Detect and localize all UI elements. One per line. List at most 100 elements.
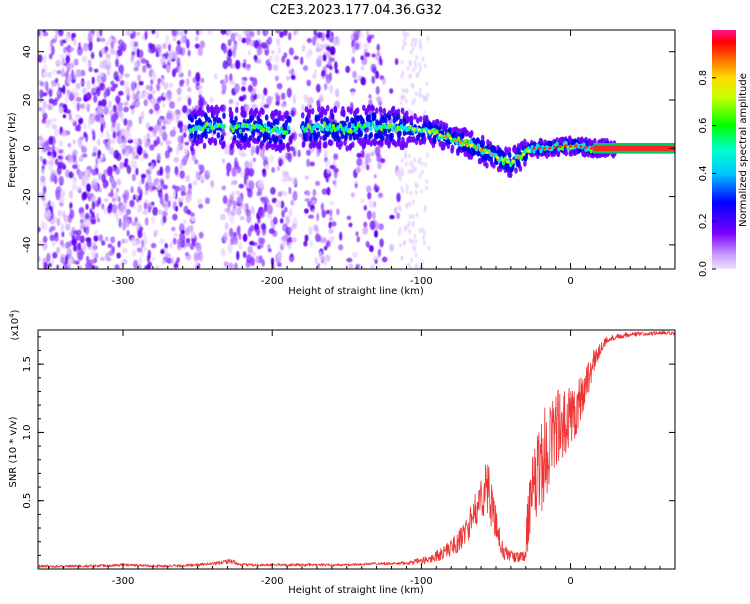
- heatmap-noise-cell: [103, 169, 108, 175]
- heatmap-x-tick-label: -200: [261, 276, 284, 287]
- heatmap-noise-cell: [162, 202, 166, 207]
- heatmap-ridge-halo: [444, 122, 449, 130]
- snr-frame: [37, 329, 676, 570]
- heatmap-noise-cell: [256, 46, 261, 56]
- heatmap-ridge-halo: [202, 142, 207, 149]
- heatmap-noise-cell: [350, 192, 355, 198]
- heatmap-noise-cell: [274, 54, 280, 64]
- heatmap-noise-cell: [232, 48, 236, 58]
- heatmap-noise-cell: [66, 67, 71, 74]
- heatmap-noise-cell: [108, 192, 114, 198]
- heatmap-noise-cell: [145, 182, 150, 191]
- heatmap-noise-cell: [418, 62, 421, 68]
- heatmap-noise-cell: [113, 36, 117, 44]
- heatmap-noise-cell: [356, 236, 360, 243]
- heatmap-noise-cell: [72, 177, 78, 184]
- heatmap-ridge-halo: [560, 136, 565, 143]
- heatmap-noise-cell: [316, 31, 323, 39]
- heatmap-noise-cell: [402, 40, 406, 45]
- heatmap-noise-cell: [183, 132, 187, 138]
- heatmap-noise-cell: [51, 259, 55, 265]
- heatmap-noise-cell: [79, 223, 84, 230]
- heatmap-noise-cell: [138, 116, 142, 125]
- heatmap-noise-cell: [377, 192, 384, 198]
- heatmap-noise-cell: [68, 171, 74, 179]
- heatmap-noise-cell: [91, 169, 97, 176]
- heatmap-ridge-core: [236, 123, 241, 129]
- snr-x-tick-label: -200: [261, 576, 284, 587]
- heatmap-noise-cell: [381, 256, 388, 263]
- heatmap-ridge-peak: [422, 129, 426, 133]
- heatmap-noise-cell: [110, 114, 117, 124]
- heatmap-noise-cell: [162, 130, 167, 141]
- heatmap-noise-cell: [82, 191, 88, 200]
- heatmap-ridge-halo: [274, 109, 279, 116]
- heatmap-noise-cell: [400, 185, 404, 191]
- heatmap-noise-cell: [130, 146, 135, 155]
- heatmap-noise-cell: [176, 146, 180, 156]
- heatmap-ridge-halo: [390, 132, 395, 140]
- heatmap-noise-cell: [259, 237, 266, 245]
- heatmap-noise-cell: [120, 112, 125, 123]
- heatmap-noise-cell: [148, 126, 154, 132]
- heatmap-noise-cell: [257, 179, 264, 188]
- heatmap-noise-cell: [81, 55, 88, 63]
- heatmap-noise-cell: [167, 145, 171, 154]
- heatmap-noise-cell: [277, 251, 282, 261]
- heatmap-noise-cell: [356, 157, 363, 167]
- heatmap-noise-cell: [78, 170, 84, 180]
- heatmap-noise-cell: [190, 231, 196, 239]
- heatmap-ridge-halo: [357, 137, 361, 144]
- heatmap-noise-cell: [176, 87, 182, 96]
- heatmap-noise-cell: [140, 111, 145, 118]
- heatmap-ridge-halo: [270, 143, 275, 150]
- heatmap-noise-cell: [262, 169, 266, 174]
- heatmap-noise-cell: [74, 260, 80, 265]
- heatmap-ridge-halo: [228, 106, 233, 114]
- heatmap-noise-cell: [394, 58, 399, 66]
- heatmap-noise-cell: [348, 222, 353, 228]
- heatmap-noise-cell: [91, 30, 95, 34]
- heatmap-ridge-halo: [220, 104, 224, 112]
- heatmap-noise-cell: [412, 67, 415, 73]
- heatmap-noise-cell: [376, 96, 382, 103]
- heatmap-noise-cell: [420, 170, 424, 175]
- heatmap-noise-cell: [376, 255, 380, 260]
- heatmap-noise-cell: [247, 188, 253, 198]
- heatmap-noise-cell: [220, 248, 226, 257]
- heatmap-noise-cell: [97, 138, 101, 146]
- heatmap-noise-cell: [328, 221, 332, 229]
- heatmap-ridge-core: [389, 123, 393, 129]
- heatmap-noise-cell: [420, 161, 424, 167]
- heatmap-noise-cell: [92, 178, 98, 186]
- heatmap-noise-cell: [291, 237, 297, 243]
- heatmap-noise-cell: [230, 236, 234, 246]
- heatmap-ridge-halo: [271, 114, 275, 121]
- heatmap-noise-cell: [159, 126, 163, 137]
- heatmap-noise-cell: [123, 118, 128, 126]
- heatmap-noise-cell: [263, 104, 270, 109]
- heatmap-noise-cell: [133, 160, 137, 170]
- heatmap-noise-cell: [172, 237, 177, 245]
- heatmap-noise-cell: [81, 153, 88, 158]
- heatmap-noise-cell: [399, 100, 403, 106]
- heatmap-noise-cell: [414, 37, 418, 43]
- heatmap-ridge-halo: [325, 104, 330, 112]
- heatmap-noise-cell: [163, 211, 168, 217]
- heatmap-noise-cell: [180, 47, 186, 57]
- heatmap-noise-cell: [327, 60, 332, 67]
- heatmap-noise-cell: [265, 59, 271, 67]
- heatmap-noise-cell: [371, 53, 376, 58]
- heatmap-noise-cell: [396, 169, 402, 178]
- heatmap-ridge-halo: [367, 114, 372, 121]
- heatmap-noise-cell: [405, 184, 409, 189]
- heatmap-noise-cell: [368, 94, 372, 99]
- heatmap-noise-cell: [154, 229, 159, 237]
- heatmap-noise-cell: [411, 220, 415, 226]
- heatmap-noise-cell: [325, 209, 330, 215]
- heatmap-noise-cell: [289, 146, 295, 152]
- heatmap-noise-cell: [281, 239, 287, 247]
- heatmap-ridge-peak: [522, 153, 526, 157]
- heatmap-noise-cell: [112, 104, 117, 113]
